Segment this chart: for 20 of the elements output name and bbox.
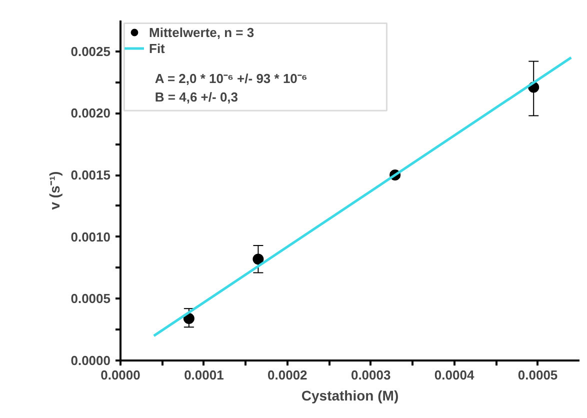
legend-label: Mittelwerte, n = 3	[149, 24, 254, 40]
y-tick-label: 0.0000	[70, 353, 111, 368]
annotation: A = 2,0 * 10⁻⁶ +/- 93 * 10⁻⁶	[154, 70, 308, 86]
x-tick-label: 0.0000	[100, 368, 140, 382]
x-tick-label: 0.0004	[434, 368, 475, 382]
y-tick-label: 0.0020	[70, 106, 111, 121]
x-tick-label: 0.0002	[268, 368, 308, 382]
x-axis-title: Cystathion (M)	[301, 388, 399, 404]
y-tick-label: 0.0010	[70, 229, 111, 244]
point	[252, 254, 264, 265]
x-tick-label: 0.0005	[518, 368, 558, 382]
x-tick-label: 0.0003	[350, 368, 391, 382]
x-tick-label: 0.0001	[184, 368, 224, 382]
legend-label: Fit	[149, 40, 166, 56]
y-axis-title: v (s⁻¹)	[46, 171, 63, 210]
y-tick-label: 0.0025	[70, 44, 111, 59]
annotation: B = 4,6 +/- 0,3	[154, 90, 238, 104]
y-tick-label: 0.0005	[70, 291, 111, 306]
point	[183, 312, 194, 324]
y-tick-label: 0.0015	[70, 168, 111, 183]
